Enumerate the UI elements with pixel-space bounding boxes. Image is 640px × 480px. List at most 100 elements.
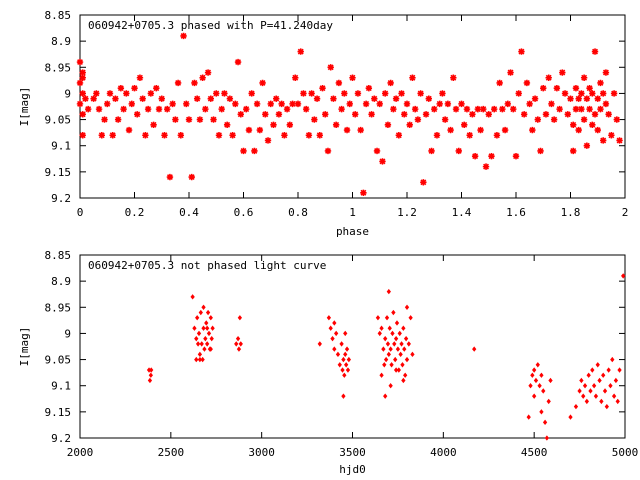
data-point <box>593 393 599 399</box>
data-point <box>399 341 404 347</box>
data-point <box>534 116 541 123</box>
data-point <box>177 132 185 139</box>
data-point <box>580 116 588 123</box>
data-point <box>406 341 411 347</box>
data-point <box>444 100 452 108</box>
data-point <box>540 85 547 92</box>
data-point <box>600 137 607 144</box>
data-point <box>480 105 487 113</box>
data-point <box>190 294 195 300</box>
data-point <box>123 90 130 97</box>
data-point <box>112 95 119 102</box>
data-point <box>337 362 342 368</box>
data-point <box>256 126 264 134</box>
data-point <box>209 335 214 342</box>
data-point <box>134 111 141 118</box>
data-point <box>608 383 613 389</box>
data-point <box>213 90 220 97</box>
data-point <box>493 132 501 139</box>
data-point <box>155 105 163 113</box>
data-point <box>345 367 351 373</box>
y-tick-label: 8.95 <box>45 61 72 74</box>
data-point <box>403 372 408 378</box>
data-point <box>420 179 427 186</box>
data-point <box>533 377 539 384</box>
data-point <box>278 100 285 108</box>
data-point <box>539 372 544 378</box>
data-point <box>389 362 394 368</box>
data-point <box>597 377 602 384</box>
data-point <box>393 335 399 342</box>
data-point <box>532 393 537 399</box>
data-point <box>210 116 217 123</box>
x-tick-label: 0.8 <box>288 206 308 219</box>
data-point <box>591 48 599 55</box>
data-point <box>395 346 401 352</box>
data-point <box>90 95 97 102</box>
data-point <box>384 315 390 321</box>
data-point <box>532 367 537 373</box>
data-point <box>496 79 503 87</box>
data-point <box>191 79 198 87</box>
data-point <box>327 64 334 71</box>
data-point <box>339 341 344 347</box>
data-point <box>206 330 212 337</box>
data-point <box>455 147 462 155</box>
data-point <box>76 58 84 66</box>
x-tick-label: 1.8 <box>561 206 581 219</box>
data-point <box>264 137 272 144</box>
data-point <box>379 372 384 378</box>
data-point <box>518 48 525 55</box>
data-point <box>297 48 304 55</box>
data-point <box>602 388 608 394</box>
data-point <box>391 309 396 316</box>
data-point <box>313 95 321 102</box>
data-point <box>613 377 619 384</box>
data-point <box>79 74 86 81</box>
data-point <box>575 95 582 102</box>
data-point <box>428 147 435 155</box>
data-point <box>578 90 585 97</box>
data-point <box>617 367 622 373</box>
data-point <box>343 126 351 134</box>
data-point <box>371 95 378 102</box>
x-tick-label: 1.4 <box>452 206 472 219</box>
data-point <box>410 351 415 358</box>
data-point <box>608 132 615 139</box>
data-point <box>382 362 387 368</box>
data-point <box>84 105 92 113</box>
data-point <box>142 132 149 139</box>
data-point <box>425 95 432 102</box>
data-point <box>586 105 593 113</box>
data-point <box>343 351 348 358</box>
y-tick-label: 9 <box>64 327 71 340</box>
data-points <box>146 273 626 441</box>
data-point <box>234 58 242 66</box>
x-axis-label: hjd0 <box>339 463 366 476</box>
data-point <box>253 100 261 108</box>
data-point <box>583 142 591 149</box>
data-point <box>311 116 318 123</box>
data-point <box>526 100 533 108</box>
data-point <box>236 346 242 352</box>
data-point <box>520 111 528 118</box>
data-point <box>379 158 386 165</box>
data-point <box>588 388 593 394</box>
data-point <box>403 100 411 108</box>
chart-title: 060942+0705.3 not phased light curve <box>88 259 326 272</box>
data-point <box>294 100 302 108</box>
data-point <box>195 315 200 321</box>
data-point <box>346 100 353 108</box>
data-point <box>201 304 206 310</box>
data-point <box>375 315 381 321</box>
data-point <box>610 356 615 363</box>
data-point <box>417 90 424 97</box>
data-point <box>360 189 367 196</box>
data-point <box>207 95 214 102</box>
data-point <box>330 335 335 342</box>
data-point <box>414 116 422 123</box>
data-point <box>394 320 400 326</box>
data-point <box>319 85 326 92</box>
data-point <box>199 341 204 347</box>
data-point <box>579 377 584 384</box>
